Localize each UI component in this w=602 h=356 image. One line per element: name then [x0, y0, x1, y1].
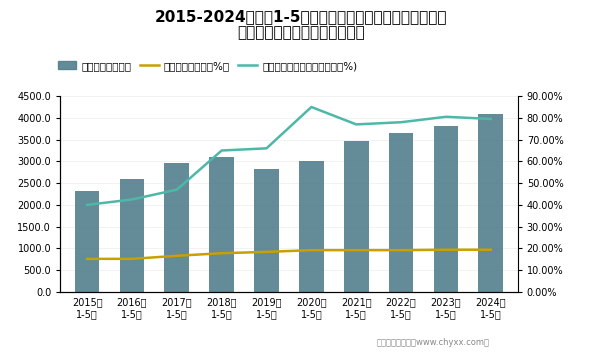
- Text: 2015-2024年各年1-5月铁路、船舶、航空航天和其他运输: 2015-2024年各年1-5月铁路、船舶、航空航天和其他运输: [155, 9, 447, 24]
- Bar: [299, 161, 324, 292]
- Text: 制图：智研咨询（www.chyxx.com）: 制图：智研咨询（www.chyxx.com）: [377, 338, 490, 347]
- Text: 设备制造业企业应收账款统计图: 设备制造业企业应收账款统计图: [237, 25, 365, 40]
- Bar: [209, 157, 234, 292]
- Bar: [254, 169, 279, 292]
- Bar: [433, 126, 458, 292]
- Legend: 应收账款（亿元）, 应收账款百分比（%）, 应收账款占营业收入的比重（%): 应收账款（亿元）, 应收账款百分比（%）, 应收账款占营业收入的比重（%): [54, 57, 361, 75]
- Bar: [344, 141, 368, 292]
- Bar: [120, 179, 144, 292]
- Bar: [75, 190, 99, 292]
- Bar: [479, 114, 503, 292]
- Bar: [164, 163, 189, 292]
- Bar: [389, 133, 414, 292]
